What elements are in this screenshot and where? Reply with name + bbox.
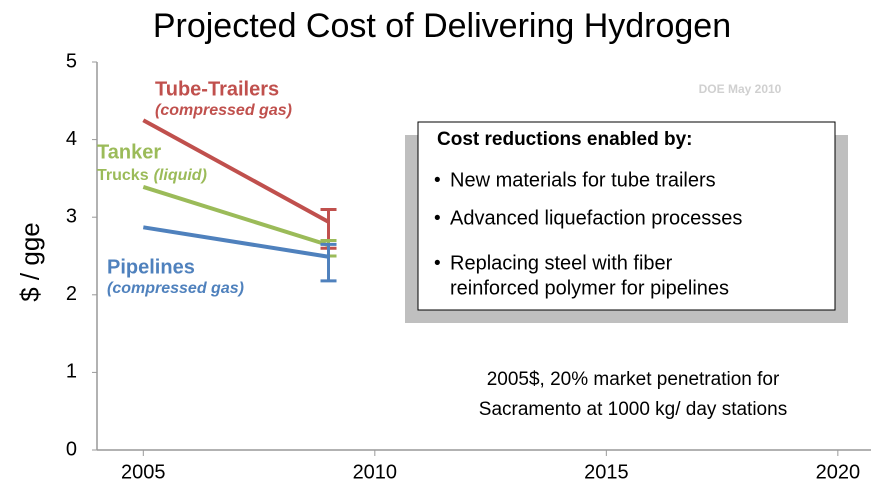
box-item: Advanced liquefaction processes [450, 207, 742, 229]
y-tick-label: 4 [66, 128, 77, 150]
chart-title: Projected Cost of Delivering Hydrogen [153, 7, 731, 45]
series-note: (liquid) [154, 167, 207, 184]
bullet: • [434, 208, 441, 229]
bullet: • [434, 253, 441, 274]
footnote: Sacramento at 1000 kg/ day stations [479, 399, 787, 420]
y-tick-label: 2 [66, 283, 77, 305]
series-label-line: Trucks [97, 167, 149, 184]
series-label: Tanker [97, 141, 161, 163]
footnote: 2005$, 20% market penetration for [487, 369, 780, 390]
y-tick-label: 0 [66, 438, 77, 460]
y-axis-label: $ / gge [15, 222, 45, 302]
x-tick-label: 2015 [584, 461, 629, 483]
info-box [417, 121, 836, 311]
series-label: Pipelines [107, 256, 195, 278]
x-tick-label: 2005 [121, 461, 166, 483]
box-item: New materials for tube trailers [450, 169, 716, 191]
series-label: Trucks (liquid) [97, 167, 207, 184]
x-tick-label: 2020 [816, 461, 861, 483]
series-line [142, 118, 330, 224]
series-line [142, 185, 330, 248]
box-title: Cost reductions enabled by: [437, 129, 692, 150]
series-note: (compressed gas) [155, 102, 292, 119]
bullet: • [434, 170, 441, 191]
box-item: reinforced polymer for pipelines [450, 277, 729, 299]
x-tick-label: 2010 [353, 461, 398, 483]
series-note: (compressed gas) [107, 280, 244, 297]
y-tick-label: 1 [66, 361, 77, 383]
series-line [142, 225, 329, 259]
series-label: Tube-Trailers [155, 78, 279, 100]
source-label: DOE May 2010 [699, 82, 782, 96]
y-tick-label: 3 [66, 205, 77, 227]
box-item: Replacing steel with fiber [450, 252, 673, 274]
y-tick-label: 5 [66, 50, 77, 72]
